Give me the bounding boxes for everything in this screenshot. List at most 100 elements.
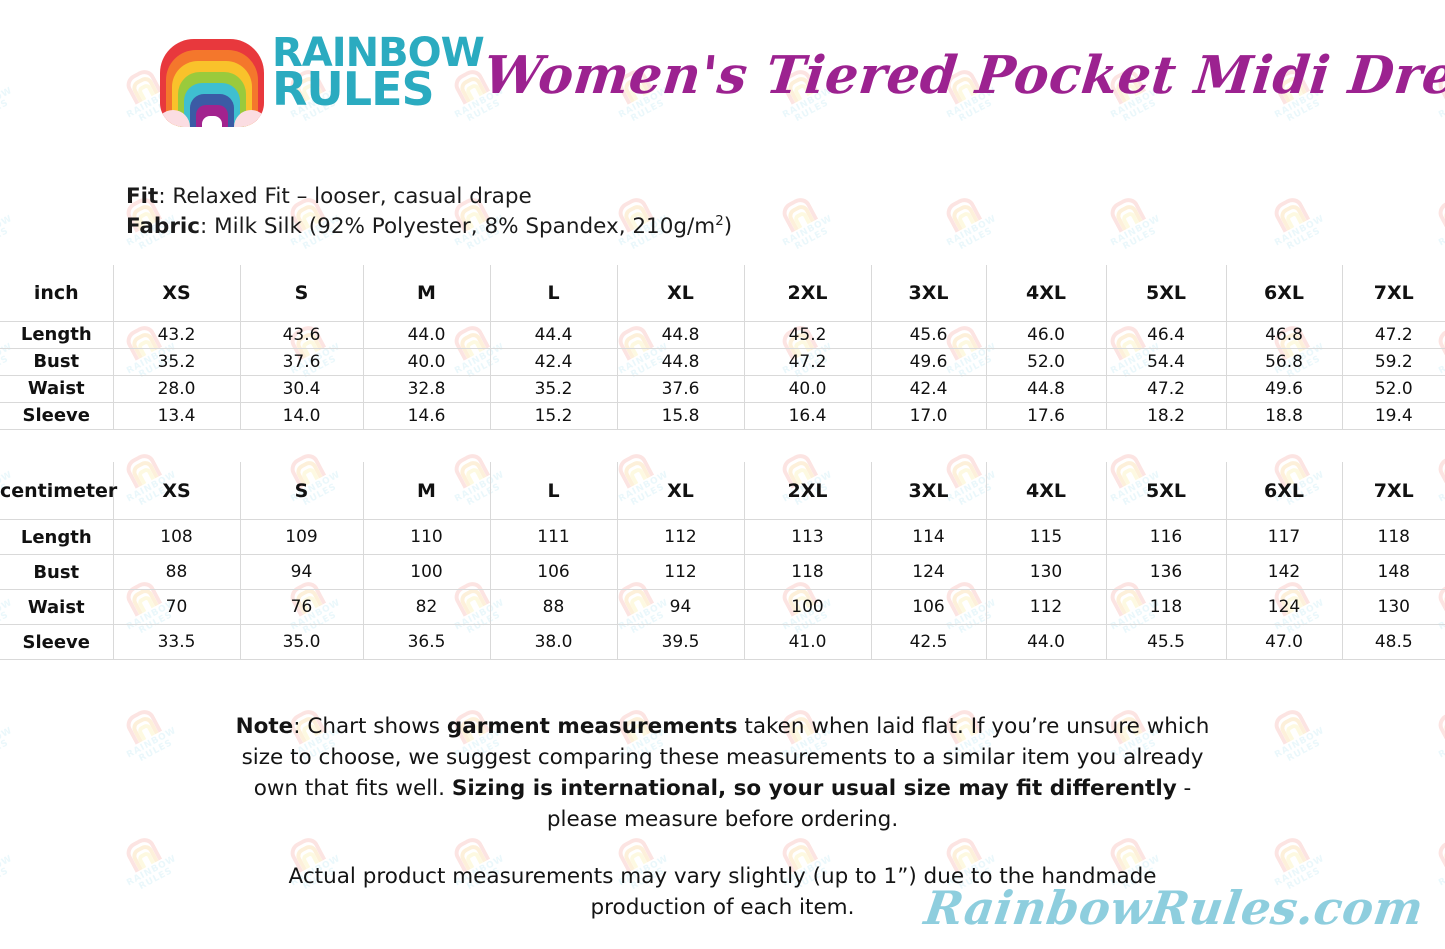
cell-length-s: 43.6 [239, 320, 364, 349]
column-header-4xl: 4XL [985, 265, 1107, 322]
cell-sleeve-6xl: 47.0 [1225, 624, 1343, 661]
rainbow-inner-cutout [202, 116, 222, 127]
cell-sleeve-3xl: 42.5 [870, 624, 987, 661]
note-label: Note [235, 714, 294, 740]
page-title: Women's Tiered Pocket Midi Dress [480, 44, 1445, 106]
cell-waist-s: 76 [239, 589, 364, 626]
product-specs: Fit: Relaxed Fit – looser, casual drape … [0, 182, 1445, 241]
cell-length-l: 111 [489, 519, 618, 556]
cell-waist-xs: 70 [112, 589, 241, 626]
cell-sleeve-xs: 13.4 [112, 401, 241, 430]
cell-sleeve-2xl: 16.4 [743, 401, 872, 430]
brand-wordmark: RAINBOW RULES [272, 30, 485, 117]
cell-waist-xs: 28.0 [112, 374, 241, 403]
brand-wordmark-line1: RAINBOW [272, 30, 485, 77]
cell-sleeve-s: 14.0 [239, 401, 364, 430]
note-text-2: taken when laid flat. If you’re unsure w… [241, 714, 1210, 802]
cell-sleeve-5xl: 45.5 [1105, 624, 1227, 661]
table-header-row: inch XS S M L XL 2XL 3XL 4XL 5XL 6XL 7XL [0, 265, 1445, 322]
table-row: Length 108 109 110 111 112 113 114 115 116 117 118 [0, 519, 1445, 556]
cell-length-7xl: 47.2 [1341, 320, 1445, 349]
column-header-3xl: 3XL [870, 461, 987, 521]
note-emphasis-1: garment measurements [446, 714, 738, 740]
table-row: Bust 35.2 37.6 40.0 42.4 44.8 47.2 49.6 52.0 54.4… [0, 347, 1445, 376]
column-header-xl: XL [616, 461, 745, 521]
cell-waist-l: 88 [489, 589, 618, 626]
cell-sleeve-s: 35.0 [239, 624, 364, 661]
table-cm-body: Length 108 109 110 111 112 113 114 115 116 117 118 B… [0, 519, 1445, 661]
cell-length-xl: 44.8 [616, 320, 745, 349]
column-header-s: S [239, 265, 364, 322]
cell-sleeve-7xl: 19.4 [1341, 401, 1445, 430]
cell-sleeve-xs: 33.5 [112, 624, 241, 661]
table-row: Sleeve 33.5 35.0 36.5 38.0 39.5 41.0 42.5 44.0 45… [0, 624, 1445, 661]
column-header-2xl: 2XL [743, 265, 872, 322]
brand-wordmark-line2: RULES [272, 62, 435, 117]
cell-bust-l: 42.4 [489, 347, 618, 376]
spec-fabric-value: : Milk Silk (92% Polyester, 8% Spandex, … [200, 213, 716, 239]
disclaimer-paragraph: Actual product measurements may vary sli… [288, 864, 1157, 920]
site-url-watermark: RainbowRules.com [921, 881, 1427, 935]
table-header-row: centimeter XS S M L XL 2XL 3XL 4XL 5XL 6XL 7XL [0, 461, 1445, 521]
cell-waist-5xl: 118 [1105, 589, 1227, 626]
cell-length-xs: 108 [112, 519, 241, 556]
cell-waist-s: 30.4 [239, 374, 364, 403]
table-row: Waist 70 76 82 88 94 100 106 112 118 124 130 [0, 589, 1445, 626]
cell-length-3xl: 114 [870, 519, 987, 556]
cell-length-xl: 112 [616, 519, 745, 556]
cell-bust-2xl: 118 [743, 554, 872, 591]
cell-bust-6xl: 56.8 [1225, 347, 1343, 376]
cell-length-7xl: 118 [1341, 519, 1445, 556]
cell-bust-m: 40.0 [362, 347, 491, 376]
column-header-5xl: 5XL [1105, 461, 1227, 521]
column-header-5xl: 5XL [1105, 265, 1227, 322]
cell-sleeve-4xl: 17.6 [985, 401, 1107, 430]
cell-sleeve-xl: 39.5 [616, 624, 745, 661]
spec-fit-line: Fit: Relaxed Fit – looser, casual drape [126, 182, 1445, 212]
cell-waist-xl: 37.6 [616, 374, 745, 403]
cell-waist-3xl: 42.4 [870, 374, 987, 403]
note-emphasis-2: Sizing is international, so your usual s… [451, 776, 1177, 802]
cell-length-3xl: 45.6 [870, 320, 987, 349]
cell-sleeve-6xl: 18.8 [1225, 401, 1343, 430]
cell-bust-3xl: 49.6 [870, 347, 987, 376]
cell-length-4xl: 115 [985, 519, 1107, 556]
table-row: Sleeve 13.4 14.0 14.6 15.2 15.8 16.4 17.0 17.6 18… [0, 401, 1445, 430]
cell-sleeve-l: 15.2 [489, 401, 618, 430]
cell-bust-2xl: 47.2 [743, 347, 872, 376]
row-header-length: Length [0, 519, 114, 556]
column-header-s: S [239, 461, 364, 521]
cell-bust-5xl: 136 [1105, 554, 1227, 591]
spec-fit-value: : Relaxed Fit – looser, casual drape [158, 184, 532, 209]
cell-waist-l: 35.2 [489, 374, 618, 403]
column-header-7xl: 7XL [1341, 265, 1445, 322]
cell-bust-xs: 88 [112, 554, 241, 591]
column-header-7xl: 7XL [1341, 461, 1445, 521]
cell-bust-s: 94 [239, 554, 364, 591]
column-header-2xl: 2XL [743, 461, 872, 521]
cell-sleeve-l: 38.0 [489, 624, 618, 661]
cell-waist-6xl: 124 [1225, 589, 1343, 626]
cell-waist-xl: 94 [616, 589, 745, 626]
cell-length-m: 44.0 [362, 320, 491, 349]
spec-fit-label: Fit [126, 184, 159, 209]
column-header-xs: XS [112, 461, 241, 521]
cell-waist-4xl: 112 [985, 589, 1107, 626]
spec-fabric-value-end: ) [723, 213, 733, 239]
cell-length-2xl: 113 [743, 519, 872, 556]
brand-lockup: RAINBOW RULES [160, 23, 485, 127]
row-header-bust: Bust [0, 554, 114, 591]
cell-length-s: 109 [239, 519, 364, 556]
cell-waist-2xl: 40.0 [743, 374, 872, 403]
spec-fabric-superscript: 2 [715, 213, 724, 229]
table-row: Waist 28.0 30.4 32.8 35.2 37.6 40.0 42.4 44.8 47.… [0, 374, 1445, 403]
cell-bust-xs: 35.2 [112, 347, 241, 376]
cell-length-xs: 43.2 [112, 320, 241, 349]
note-paragraph: Note: Chart shows garment measurements t… [0, 712, 1445, 836]
cell-bust-7xl: 148 [1341, 554, 1445, 591]
cell-sleeve-2xl: 41.0 [743, 624, 872, 661]
cell-sleeve-xl: 15.8 [616, 401, 745, 430]
cell-bust-xl: 44.8 [616, 347, 745, 376]
row-header-waist: Waist [0, 374, 114, 403]
cell-bust-7xl: 59.2 [1341, 347, 1445, 376]
